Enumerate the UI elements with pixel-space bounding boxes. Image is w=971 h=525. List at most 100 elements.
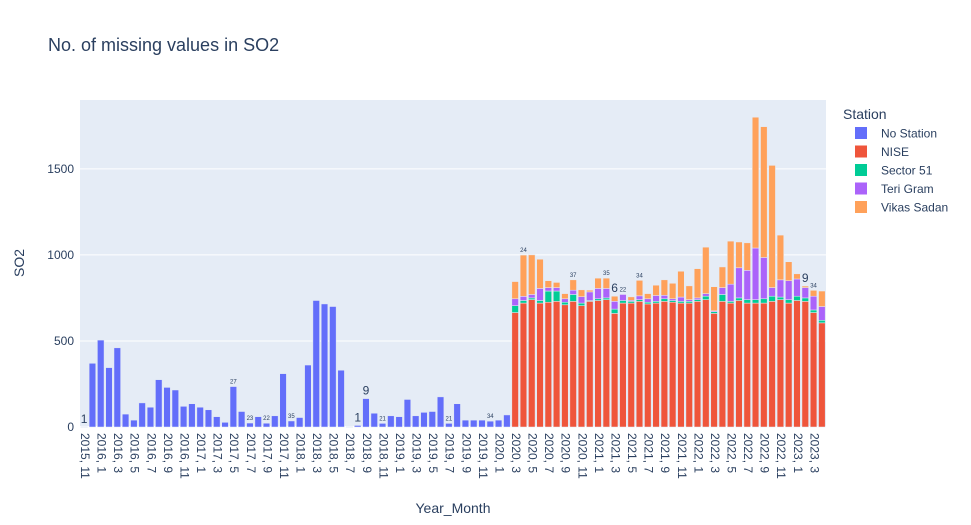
legend-item-label: Teri Gram (881, 182, 934, 196)
bar-no-station (97, 339, 105, 428)
legend-swatch (855, 127, 867, 139)
bar-teri-gram (619, 294, 627, 301)
bar-no-station (138, 402, 146, 428)
bar-sector-51 (818, 320, 826, 324)
bar-label: 34 (636, 273, 643, 279)
bar-nise (627, 302, 635, 428)
x-tick-label: 2017, 5 (227, 433, 241, 473)
bar-vikas-sadan (569, 279, 577, 291)
bar-teri-gram (553, 287, 561, 292)
x-tick-label: 2017, 7 (244, 433, 258, 473)
bar-label: 1 (354, 410, 361, 424)
bar-teri-gram (685, 299, 693, 302)
bar-teri-gram (660, 295, 668, 300)
bar-sector-51 (569, 294, 577, 302)
x-tick-label: 2017, 3 (211, 433, 225, 473)
bar-vikas-sadan (710, 286, 718, 312)
legend-item-label: NISE (881, 145, 909, 159)
bar-no-station (113, 347, 121, 428)
bar-sector-51 (594, 298, 602, 301)
bar-teri-gram (693, 297, 702, 300)
bar-label: 21 (446, 416, 453, 422)
x-tick-label: 2021, 9 (658, 433, 672, 473)
y-tick-label: 1500 (47, 162, 74, 176)
x-tick-label: 2018, 7 (343, 433, 357, 473)
bar-no-station (271, 415, 279, 428)
bar-teri-gram (677, 296, 685, 302)
bar-label: 37 (570, 273, 577, 279)
bar-sector-51 (727, 301, 735, 304)
bar-nise (743, 302, 751, 428)
bar-vikas-sadan (743, 242, 751, 271)
bar-nise (544, 301, 552, 428)
bar-vikas-sadan (627, 296, 635, 301)
bar-no-station (503, 414, 511, 428)
bar-vikas-sadan (635, 280, 644, 297)
bar-sector-51 (776, 296, 784, 300)
bar-no-station (105, 367, 113, 428)
x-tick-label: 2021, 5 (625, 433, 639, 473)
bar-vikas-sadan (536, 258, 544, 289)
x-tick-label: 2020, 1 (492, 433, 506, 473)
bar-vikas-sadan (685, 285, 693, 300)
bar-teri-gram (785, 280, 793, 300)
bar-no-station (329, 306, 337, 428)
bar-teri-gram (544, 287, 552, 292)
x-tick-label: 2017, 1 (194, 433, 208, 473)
x-tick-label: 2021, 7 (642, 433, 656, 473)
bar-vikas-sadan (577, 289, 586, 297)
bar-no-station (387, 415, 395, 428)
bar-nise (635, 301, 644, 428)
x-tick-label: 2016, 1 (95, 433, 109, 473)
x-tick-label: 2022, 3 (708, 433, 722, 473)
legend-title: Station (843, 106, 887, 122)
bar-no-station (188, 403, 196, 428)
bar-nise (735, 300, 743, 428)
bar-label: 24 (520, 248, 527, 254)
x-tick-label: 2022, 1 (691, 433, 705, 473)
bar-label: 9 (802, 271, 809, 285)
bar-teri-gram (586, 291, 594, 301)
x-tick-label: 2017, 11 (277, 433, 291, 479)
bar-sector-51 (528, 297, 536, 300)
x-tick-label: 2019, 1 (393, 433, 407, 473)
bar-label: 6 (611, 281, 618, 295)
bar-sector-51 (743, 299, 751, 304)
x-tick-label: 2018, 5 (327, 433, 341, 473)
bar-no-station (486, 420, 494, 428)
bar-no-station (370, 412, 378, 428)
bar-no-station (428, 411, 436, 428)
bar-nise (801, 301, 809, 428)
bar-nise (511, 312, 519, 428)
x-tick-label: 2020, 3 (509, 433, 523, 473)
x-tick-label: 2019, 11 (476, 433, 490, 479)
bar-vikas-sadan (553, 282, 561, 288)
legend-item-label: No Station (881, 127, 937, 141)
bar-nise (793, 300, 801, 428)
x-tick-label: 2018, 9 (360, 433, 374, 473)
bar-nise (677, 302, 685, 428)
bar-nise (577, 305, 586, 428)
y-tick-label: 1000 (47, 248, 74, 262)
bar-teri-gram (519, 296, 528, 301)
bar-no-station (320, 303, 329, 428)
bar-nise (785, 302, 793, 428)
x-tick-label: 2018, 1 (293, 433, 307, 473)
x-tick-label: 2021, 3 (608, 433, 622, 473)
bar-sector-51 (735, 297, 743, 301)
bar-sector-51 (693, 299, 702, 302)
bar-sector-51 (718, 294, 726, 302)
bar-sector-51 (751, 299, 760, 304)
bar-no-station (354, 425, 362, 428)
bar-sector-51 (627, 301, 635, 304)
bar-vikas-sadan (660, 279, 668, 296)
bar-no-station (80, 426, 88, 428)
bar-no-station (163, 387, 171, 428)
bar-teri-gram (594, 288, 602, 300)
bar-teri-gram (669, 298, 677, 301)
bar-teri-gram (611, 301, 619, 310)
x-tick-label: 2018, 3 (310, 433, 324, 473)
bar-no-station (453, 403, 461, 428)
bar-nise (602, 299, 610, 428)
bar-vikas-sadan (760, 126, 768, 258)
